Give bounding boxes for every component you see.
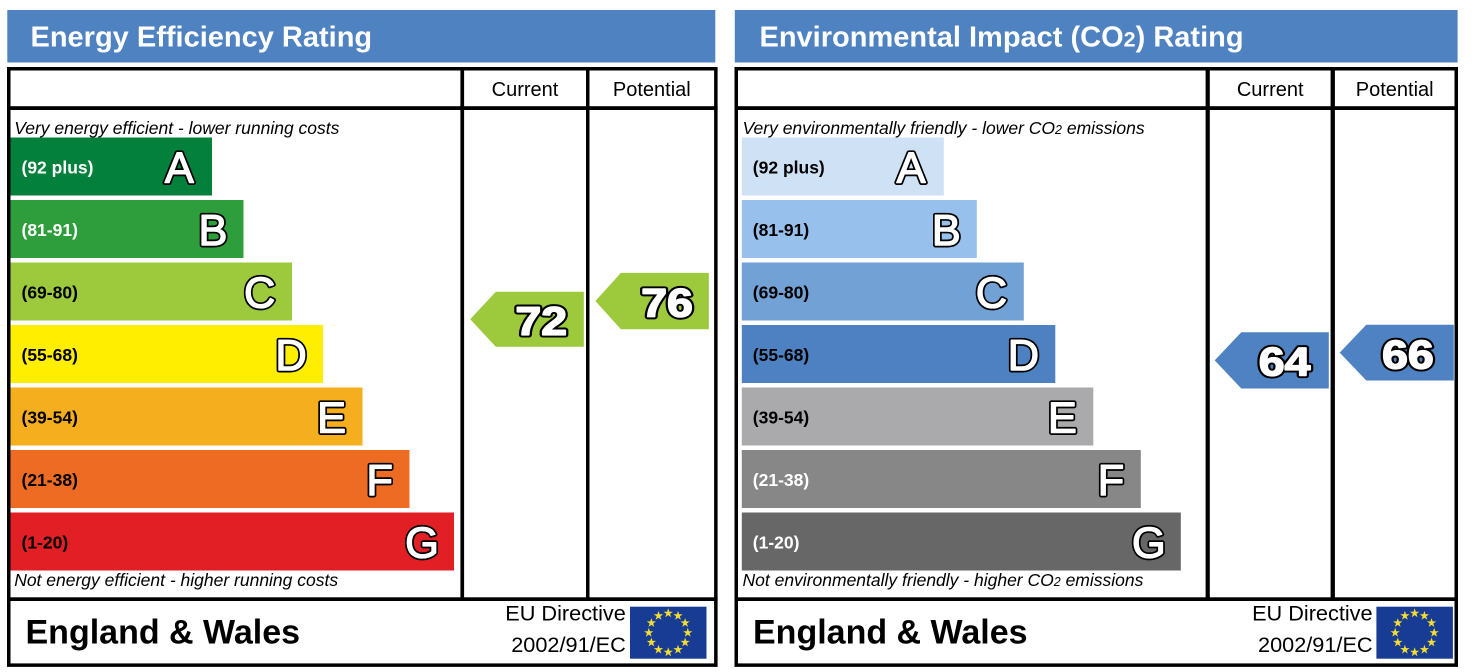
svg-text:(1-20): (1-20) bbox=[22, 533, 69, 553]
svg-text:(55-68): (55-68) bbox=[753, 345, 809, 365]
svg-text:2002/91/EC: 2002/91/EC bbox=[1258, 632, 1373, 657]
svg-text:Very energy efficient - lower: Very energy efficient - lower running co… bbox=[14, 118, 339, 138]
svg-text:(81-91): (81-91) bbox=[22, 220, 78, 240]
svg-text:Very environmentally friendly: Very environmentally friendly - lower CO… bbox=[743, 118, 1145, 138]
svg-text:Not environmentally friendly -: Not environmentally friendly - higher CO… bbox=[743, 570, 1144, 590]
svg-text:(81-91): (81-91) bbox=[753, 220, 809, 240]
svg-text:Not energy efficient - higher: Not energy efficient - higher running co… bbox=[14, 570, 338, 590]
svg-text:England & Wales: England & Wales bbox=[26, 614, 301, 652]
svg-text:Energy Efficiency Rating: Energy Efficiency Rating bbox=[31, 21, 373, 53]
svg-text:England & Wales: England & Wales bbox=[753, 614, 1028, 652]
svg-text:(55-68): (55-68) bbox=[22, 345, 78, 365]
svg-text:(92 plus): (92 plus) bbox=[753, 158, 825, 178]
svg-text:Potential: Potential bbox=[1356, 79, 1434, 101]
svg-text:(92 plus): (92 plus) bbox=[22, 158, 94, 178]
svg-text:2002/91/EC: 2002/91/EC bbox=[511, 632, 626, 657]
svg-text:(39-54): (39-54) bbox=[753, 408, 809, 428]
svg-text:(21-38): (21-38) bbox=[22, 470, 78, 490]
svg-text:Environmental Impact (CO2) Rat: Environmental Impact (CO2) Rating bbox=[760, 21, 1244, 53]
svg-text:Current: Current bbox=[492, 79, 559, 101]
svg-text:(69-80): (69-80) bbox=[22, 283, 78, 303]
svg-text:(69-80): (69-80) bbox=[753, 283, 809, 303]
svg-text:Potential: Potential bbox=[613, 79, 691, 101]
svg-text:(39-54): (39-54) bbox=[22, 408, 78, 428]
svg-text:(21-38): (21-38) bbox=[753, 470, 809, 490]
svg-text:Current: Current bbox=[1237, 79, 1304, 101]
svg-text:EU Directive: EU Directive bbox=[505, 601, 626, 626]
svg-text:(1-20): (1-20) bbox=[753, 533, 800, 553]
svg-text:EU Directive: EU Directive bbox=[1252, 601, 1373, 626]
